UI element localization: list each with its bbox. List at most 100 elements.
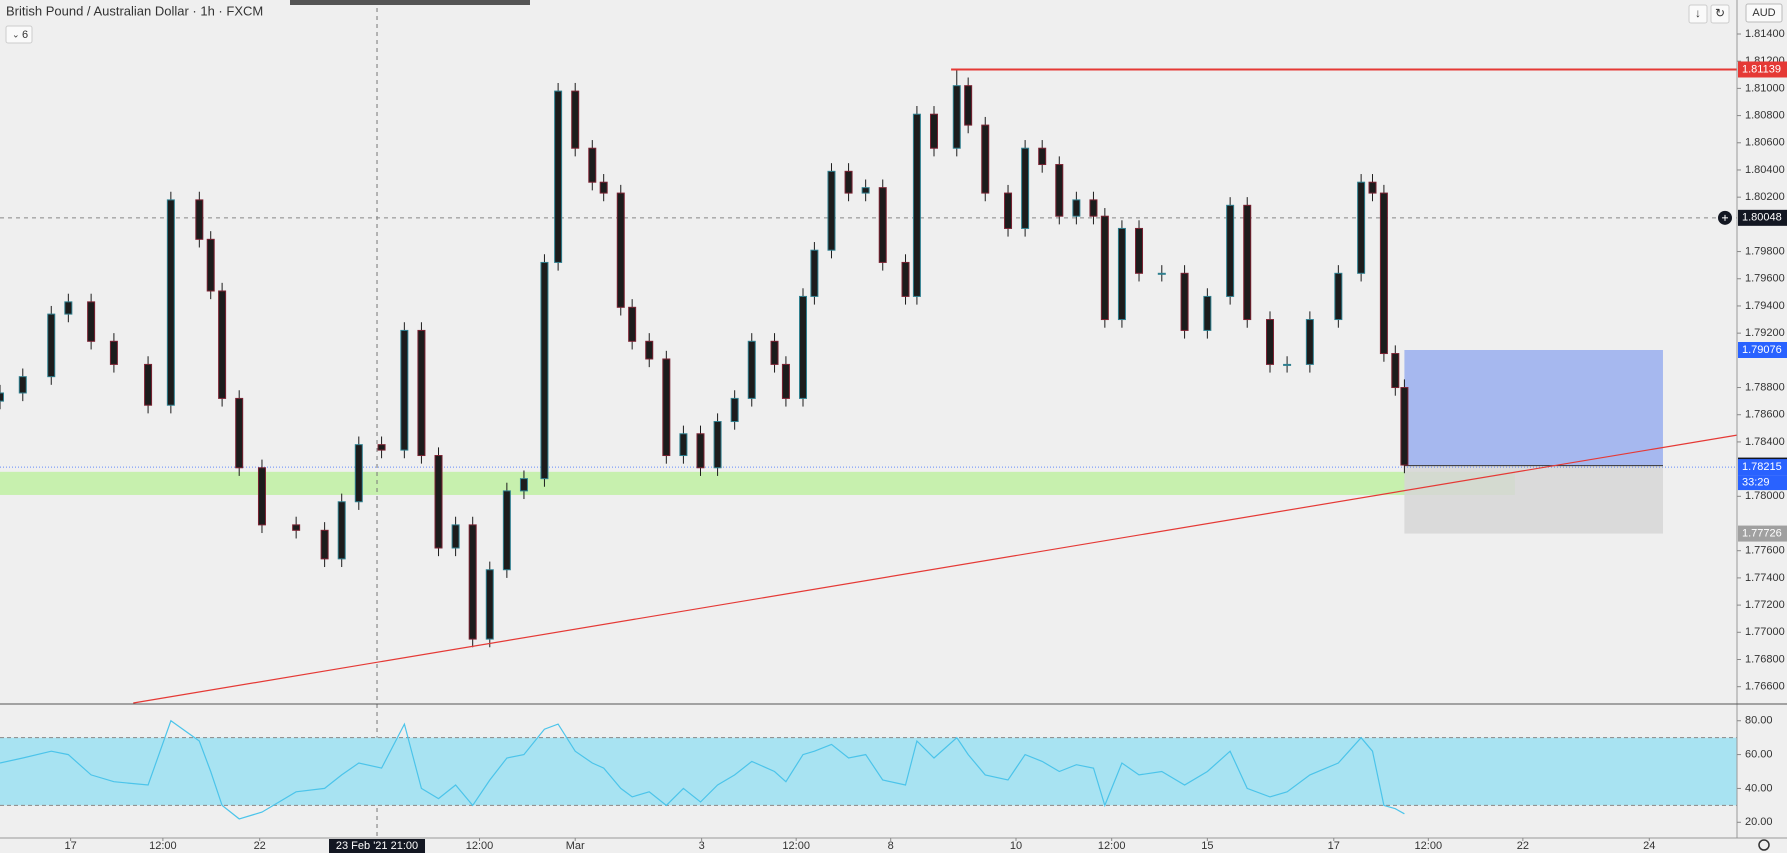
candle-body xyxy=(519,478,528,492)
countdown-label: 33:29 xyxy=(1742,476,1770,488)
y-tick-label: 1.77200 xyxy=(1745,599,1785,611)
price-label-box xyxy=(1738,61,1787,78)
position-profit xyxy=(1404,350,1663,466)
rsi-tick-label: 20.00 xyxy=(1745,816,1773,828)
y-tick-label: 1.80600 xyxy=(1745,137,1785,149)
candle-body xyxy=(337,501,346,560)
x-tick-label: 22 xyxy=(1517,840,1529,852)
candle-body xyxy=(770,340,779,365)
candle-body xyxy=(929,113,938,149)
candle-body xyxy=(47,313,56,378)
y-tick-label: 1.78600 xyxy=(1745,409,1785,421)
reset-button[interactable] xyxy=(1710,4,1730,24)
position-loss xyxy=(1404,465,1663,534)
candle-body xyxy=(844,170,853,194)
candle-body xyxy=(235,397,244,469)
candle-body xyxy=(400,329,409,451)
x-tick-label: 17 xyxy=(64,840,76,852)
price-label-box xyxy=(1738,459,1787,476)
symbol-title: British Pound / Australian Dollar · 1h ·… xyxy=(6,3,263,18)
indicator-toggle[interactable] xyxy=(5,25,33,44)
y-tick-label: 1.79400 xyxy=(1745,300,1785,312)
y-tick-label: 1.80400 xyxy=(1745,164,1785,176)
price-label: 1.78215 xyxy=(1742,461,1782,473)
trendline xyxy=(133,434,1738,704)
candle-body xyxy=(901,261,910,297)
y-tick-label: 1.80800 xyxy=(1745,109,1785,121)
x-tick-label: 12:00 xyxy=(149,840,177,852)
candle-body xyxy=(1266,319,1275,365)
candle-body xyxy=(599,181,608,194)
x-tick-label: 10 xyxy=(1010,840,1022,852)
candle-body xyxy=(1283,363,1292,366)
candle-body xyxy=(827,170,836,251)
y-tick-label: 1.76600 xyxy=(1745,681,1785,693)
candle-body xyxy=(195,199,204,240)
chevron: ⌄ xyxy=(12,29,20,39)
y-tick-label: 1.78400 xyxy=(1745,436,1785,448)
rsi-band xyxy=(0,737,1737,806)
candle-body xyxy=(0,392,4,402)
candle-body xyxy=(730,397,739,423)
candle-body xyxy=(417,329,426,457)
candle-body xyxy=(628,306,637,342)
x-tick-label: 8 xyxy=(888,840,894,852)
price-label-box xyxy=(1738,209,1787,226)
candle-body xyxy=(109,340,118,365)
currency-box[interactable] xyxy=(1745,3,1783,23)
candle-body xyxy=(1391,353,1400,389)
candle-body xyxy=(696,433,705,469)
y-tick-label: 1.79600 xyxy=(1745,273,1785,285)
candle-body xyxy=(1243,204,1252,321)
y-tick-label: 1.78800 xyxy=(1745,381,1785,393)
settings-icon[interactable] xyxy=(1758,839,1770,851)
indicator-count: 6 xyxy=(22,29,28,41)
candle-body xyxy=(540,261,549,480)
candle-body xyxy=(257,467,266,526)
candle-body xyxy=(434,455,443,549)
candle-body xyxy=(616,192,625,308)
candle-body xyxy=(354,444,363,503)
candle-body xyxy=(1180,272,1189,331)
candle-body xyxy=(952,85,961,149)
header-box xyxy=(0,0,290,22)
crosshair-time-label: 23 Feb '21 21:00 xyxy=(336,840,418,852)
x-tick-label: 12:00 xyxy=(782,840,810,852)
x-tick-label: 12:00 xyxy=(466,840,494,852)
countdown-box xyxy=(1738,475,1787,491)
y-tick-label: 1.76800 xyxy=(1745,653,1785,665)
candle-body xyxy=(18,376,27,394)
candle-body xyxy=(166,199,175,406)
rsi-tick-label: 60.00 xyxy=(1745,748,1773,760)
y-tick-label: 1.77600 xyxy=(1745,545,1785,557)
rsi-tick-label: 80.00 xyxy=(1745,715,1773,727)
candle-body xyxy=(1072,199,1081,217)
x-tick-label: 12:00 xyxy=(1098,840,1126,852)
candle-body xyxy=(1117,227,1126,321)
candle-body xyxy=(485,569,494,640)
candle-body xyxy=(1305,319,1314,365)
candle-body xyxy=(588,147,597,183)
support-zone xyxy=(0,471,1515,495)
candle-body xyxy=(645,340,654,360)
candle-body xyxy=(292,524,301,531)
candle-body xyxy=(1021,147,1030,229)
candle-body xyxy=(206,238,215,292)
y-tick-label: 1.79200 xyxy=(1745,327,1785,339)
candle-body xyxy=(1368,181,1377,194)
y-tick-label: 1.77000 xyxy=(1745,626,1785,638)
candle-body xyxy=(502,490,511,571)
candle-body xyxy=(1334,272,1343,321)
x-tick-label: 17 xyxy=(1328,840,1340,852)
y-tick-label: 1.81400 xyxy=(1745,28,1785,40)
candle-body xyxy=(713,421,722,469)
candle-body xyxy=(144,363,153,406)
candle-body xyxy=(912,113,921,297)
candle-body xyxy=(1157,272,1166,275)
candle-body xyxy=(878,187,887,263)
candle-body xyxy=(781,363,790,399)
scroll-button[interactable] xyxy=(1688,4,1708,24)
candle-body xyxy=(799,295,808,399)
